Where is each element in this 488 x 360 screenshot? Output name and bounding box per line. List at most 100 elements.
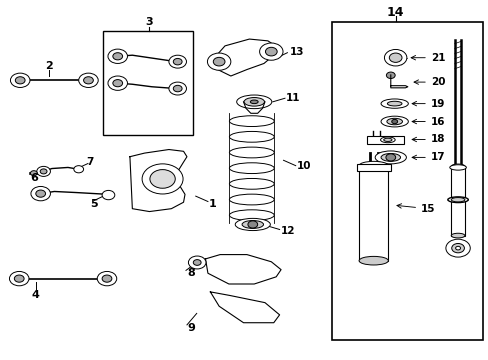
Text: 8: 8 <box>186 268 194 278</box>
Ellipse shape <box>374 151 406 164</box>
Circle shape <box>455 246 460 250</box>
Circle shape <box>113 53 122 60</box>
Circle shape <box>74 166 83 173</box>
Ellipse shape <box>235 219 270 230</box>
Circle shape <box>108 49 127 63</box>
Ellipse shape <box>386 101 401 106</box>
Ellipse shape <box>450 164 464 169</box>
Ellipse shape <box>380 116 407 127</box>
Ellipse shape <box>358 256 387 265</box>
Circle shape <box>10 73 30 87</box>
Bar <box>366 136 404 144</box>
Bar <box>29 172 32 174</box>
Bar <box>38 172 41 174</box>
Text: 2: 2 <box>45 61 53 71</box>
Ellipse shape <box>229 163 274 174</box>
Text: 12: 12 <box>281 226 295 236</box>
Ellipse shape <box>386 118 402 125</box>
Text: 19: 19 <box>411 99 444 109</box>
Circle shape <box>142 164 183 194</box>
Circle shape <box>384 49 406 66</box>
Circle shape <box>40 169 47 174</box>
Text: 3: 3 <box>145 17 152 27</box>
Circle shape <box>102 190 115 200</box>
Bar <box>358 166 387 261</box>
Circle shape <box>79 73 98 87</box>
Ellipse shape <box>380 153 400 161</box>
Bar <box>450 166 464 235</box>
Text: 16: 16 <box>411 117 445 127</box>
Circle shape <box>108 76 127 90</box>
Text: 17: 17 <box>411 152 445 162</box>
Text: 7: 7 <box>85 157 93 167</box>
Circle shape <box>265 47 277 56</box>
Circle shape <box>207 53 230 70</box>
Ellipse shape <box>229 147 274 158</box>
Bar <box>356 164 390 171</box>
Text: 21: 21 <box>410 53 445 63</box>
Ellipse shape <box>236 95 271 109</box>
Bar <box>103 31 193 135</box>
Text: 9: 9 <box>186 323 194 333</box>
Circle shape <box>451 243 464 253</box>
Text: 20: 20 <box>413 77 445 87</box>
Ellipse shape <box>229 210 274 221</box>
Ellipse shape <box>229 179 274 189</box>
Circle shape <box>213 57 224 66</box>
Text: 6: 6 <box>30 173 38 183</box>
Circle shape <box>37 166 50 176</box>
Bar <box>331 22 483 339</box>
Circle shape <box>15 77 25 84</box>
Circle shape <box>150 170 175 188</box>
Ellipse shape <box>383 138 391 141</box>
Polygon shape <box>205 255 281 284</box>
Circle shape <box>83 77 93 84</box>
Ellipse shape <box>242 221 263 228</box>
Ellipse shape <box>380 99 407 108</box>
Circle shape <box>173 58 182 65</box>
Ellipse shape <box>229 131 274 142</box>
Ellipse shape <box>447 197 468 203</box>
Text: 13: 13 <box>289 46 303 57</box>
Circle shape <box>259 43 283 60</box>
Circle shape <box>391 120 397 124</box>
Circle shape <box>36 190 45 197</box>
Circle shape <box>445 239 469 257</box>
Ellipse shape <box>358 161 387 170</box>
Text: 15: 15 <box>396 204 435 214</box>
Circle shape <box>30 171 37 176</box>
Circle shape <box>14 275 24 282</box>
Ellipse shape <box>449 165 466 170</box>
Circle shape <box>168 82 186 95</box>
Text: 4: 4 <box>32 290 40 300</box>
Bar <box>33 172 37 174</box>
Ellipse shape <box>380 137 394 143</box>
Circle shape <box>385 154 395 161</box>
Circle shape <box>31 186 50 201</box>
Text: 11: 11 <box>285 93 300 103</box>
Ellipse shape <box>250 100 258 104</box>
Polygon shape <box>210 292 279 323</box>
Circle shape <box>168 55 186 68</box>
Text: 14: 14 <box>386 6 404 19</box>
Circle shape <box>388 53 401 62</box>
Circle shape <box>173 85 182 92</box>
Circle shape <box>102 275 112 282</box>
Circle shape <box>113 80 122 87</box>
Circle shape <box>193 260 201 265</box>
Circle shape <box>247 221 257 228</box>
Polygon shape <box>210 39 277 76</box>
Text: 18: 18 <box>411 135 445 144</box>
Ellipse shape <box>450 198 464 202</box>
Ellipse shape <box>229 194 274 205</box>
Text: 5: 5 <box>90 199 98 210</box>
Polygon shape <box>130 149 186 212</box>
Circle shape <box>386 72 394 78</box>
Circle shape <box>9 271 29 286</box>
Ellipse shape <box>450 233 464 238</box>
Circle shape <box>188 256 205 269</box>
Text: 10: 10 <box>297 161 311 171</box>
Circle shape <box>97 271 117 286</box>
Ellipse shape <box>244 98 264 106</box>
Text: 1: 1 <box>208 199 216 210</box>
